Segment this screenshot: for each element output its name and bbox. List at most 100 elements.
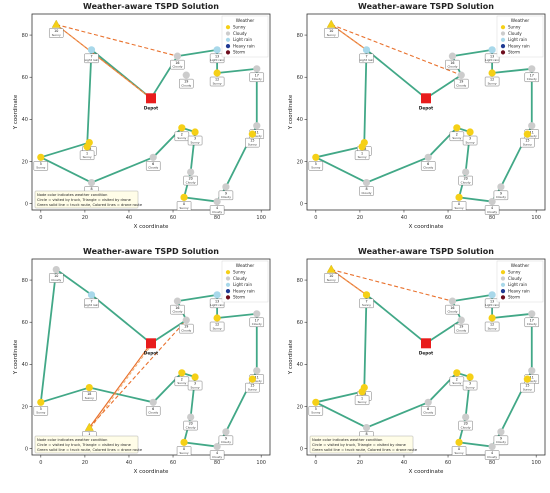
truck-node-marker bbox=[453, 369, 461, 377]
x-tick-label: 100 bbox=[531, 460, 541, 466]
truck-node-marker bbox=[466, 128, 474, 136]
truck-node-marker bbox=[191, 373, 199, 381]
x-axis-label: X coordinate bbox=[409, 469, 444, 475]
x-tick-label: 40 bbox=[126, 460, 132, 466]
node-label-box bbox=[445, 304, 460, 315]
x-axis-label: X coordinate bbox=[134, 224, 169, 230]
truck-node-marker bbox=[312, 398, 320, 406]
node-id-label: 15 bbox=[525, 139, 529, 143]
legend-box bbox=[496, 15, 544, 58]
node-weather-label: Cloudy bbox=[527, 379, 537, 383]
legend-item-label: Cloudy bbox=[233, 276, 247, 281]
legend-box bbox=[221, 15, 269, 58]
node-weather-label: Sunny bbox=[466, 140, 475, 144]
drone-return-line bbox=[56, 24, 178, 57]
depot-marker bbox=[421, 93, 431, 104]
y-tick-label: 40 bbox=[297, 362, 303, 368]
depot-label: Depot bbox=[419, 105, 433, 110]
node-weather-label: Cloudy bbox=[252, 379, 262, 383]
drone-launch-line bbox=[88, 342, 152, 428]
node-weather-label: Sunny bbox=[358, 155, 367, 159]
node-id-label: 3 bbox=[469, 382, 471, 386]
node-weather-label: Light rain bbox=[485, 58, 499, 62]
node-label-box bbox=[179, 78, 194, 89]
node-id-label: 4 bbox=[491, 451, 493, 455]
node-id-label: 11 bbox=[255, 130, 259, 134]
node-weather-label: Cloudy bbox=[527, 322, 537, 326]
truck-node-marker bbox=[528, 367, 536, 375]
legend-title: Weather bbox=[511, 263, 530, 269]
drone-return-line bbox=[88, 319, 187, 428]
x-tick-label: 100 bbox=[256, 460, 266, 466]
truck-node-marker bbox=[187, 168, 195, 176]
node-weather-label: Cloudy bbox=[456, 329, 466, 333]
node-weather-label: Light rain bbox=[210, 303, 224, 307]
node-weather-label: Cloudy bbox=[148, 166, 158, 170]
node-weather-label: Sunny bbox=[36, 411, 45, 415]
node-label-box bbox=[484, 76, 500, 87]
note-box bbox=[34, 435, 139, 454]
node-label-box bbox=[33, 406, 49, 416]
truck-node-marker bbox=[488, 46, 496, 54]
node-id-label: 16 bbox=[450, 61, 454, 65]
node-label-box bbox=[245, 382, 260, 393]
legend-item-label: Heavy rain bbox=[508, 43, 530, 48]
node-weather-label: Light rain bbox=[85, 303, 99, 307]
legend-item-label: Sunny bbox=[233, 270, 246, 275]
legend-swatch bbox=[225, 270, 231, 275]
node-weather-label: Cloudy bbox=[496, 440, 506, 444]
node-id-label: 4 bbox=[216, 451, 218, 455]
node-id-label: 19 bbox=[184, 325, 188, 329]
truck-node-marker bbox=[523, 130, 531, 138]
truck-node-marker bbox=[149, 398, 157, 406]
truck-node-marker bbox=[173, 52, 182, 60]
node-label-box bbox=[179, 323, 194, 334]
legend-swatch bbox=[225, 31, 231, 36]
node-weather-label: Sunny bbox=[488, 326, 497, 330]
chart-title: Weather-aware TSPD Solution bbox=[83, 2, 219, 11]
depot-label: Depot bbox=[419, 350, 433, 355]
node-label-box bbox=[354, 395, 370, 405]
node-id-label: 7 bbox=[90, 299, 92, 303]
node-id-label: 5 bbox=[315, 407, 317, 411]
legend-item-label: Heavy rain bbox=[508, 288, 530, 293]
node-weather-label: Cloudy bbox=[447, 310, 457, 314]
node-weather-label: Cloudy bbox=[487, 455, 497, 459]
depot-marker bbox=[421, 338, 431, 349]
truck-node-marker bbox=[448, 297, 457, 305]
truck-node-marker bbox=[253, 367, 261, 375]
node-id-label: 12 bbox=[215, 323, 219, 327]
truck-node-marker bbox=[497, 428, 505, 436]
node-label-box bbox=[359, 53, 374, 64]
node-label-box bbox=[493, 190, 509, 201]
x-tick-label: 80 bbox=[214, 215, 220, 221]
legend-swatch bbox=[225, 295, 231, 300]
node-weather-label: Cloudy bbox=[487, 210, 497, 214]
node-id-label: 0 bbox=[183, 447, 185, 451]
node-label-box bbox=[524, 317, 539, 327]
node-weather-label: Sunny bbox=[311, 411, 320, 415]
node-label-box bbox=[209, 298, 225, 309]
legend-item-label: Storm bbox=[233, 50, 245, 55]
node-id-label: 12 bbox=[215, 78, 219, 82]
node-weather-label: Sunny bbox=[455, 206, 464, 210]
node-id-label: 7 bbox=[365, 299, 367, 303]
node-id-label: 11 bbox=[530, 375, 534, 379]
note-line: Circle = visited by truck, Triangle = vi… bbox=[37, 443, 132, 447]
x-tick-label: 20 bbox=[82, 460, 88, 466]
note-box bbox=[34, 190, 139, 209]
node-label-box bbox=[209, 205, 225, 215]
truck-node-marker bbox=[52, 265, 60, 274]
node-label-box bbox=[209, 321, 225, 332]
x-tick-label: 0 bbox=[314, 460, 317, 466]
truck-node-marker bbox=[488, 314, 496, 322]
node-label-box bbox=[170, 59, 185, 70]
node-id-label: 6 bbox=[152, 162, 154, 166]
truck-node-marker bbox=[178, 369, 186, 377]
node-label-box bbox=[249, 72, 264, 82]
legend-box bbox=[221, 260, 269, 303]
legend-item-label: Sunny bbox=[508, 270, 521, 275]
y-tick-label: 80 bbox=[22, 278, 28, 284]
